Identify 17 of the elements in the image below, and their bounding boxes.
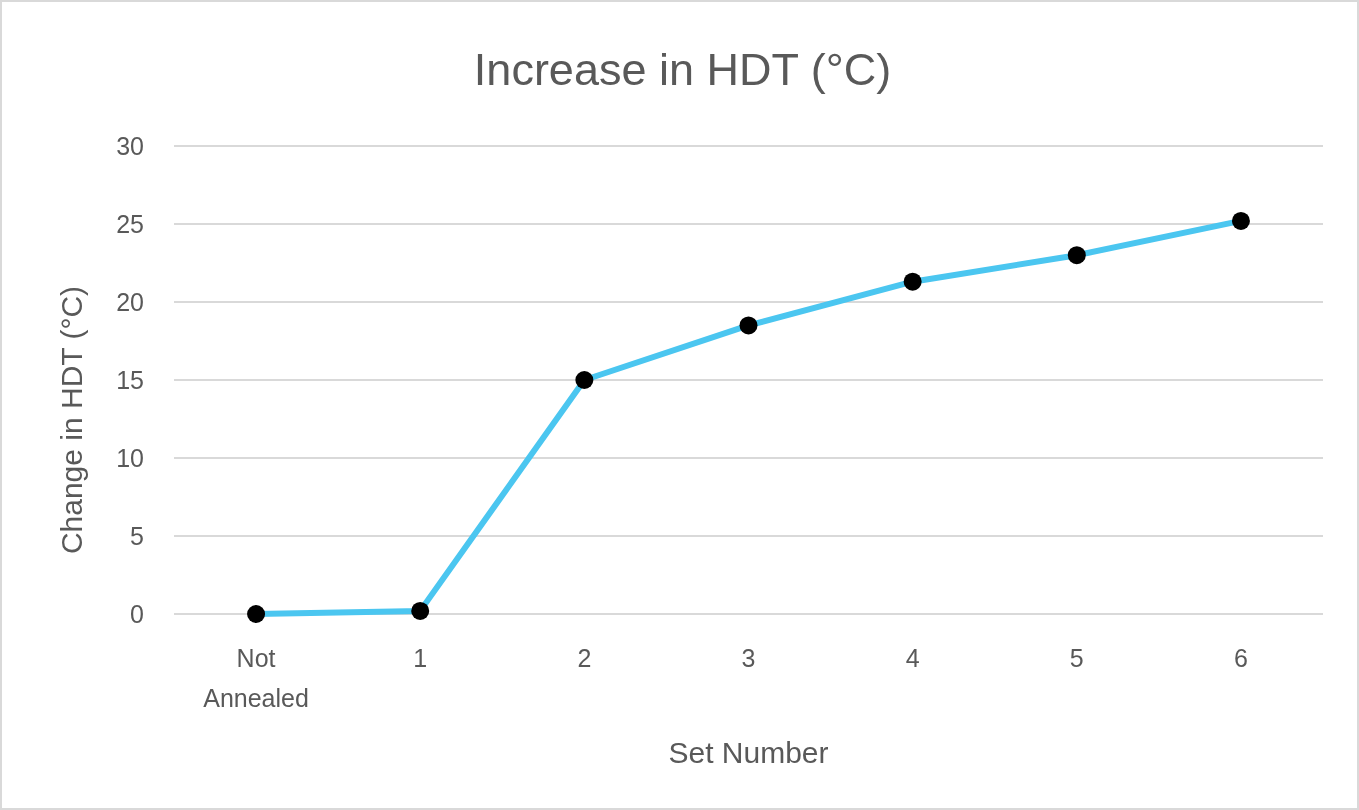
x-tick-label: Not Annealed: [203, 644, 309, 712]
y-tick-label: 0: [130, 599, 144, 628]
x-tick-label: 3: [741, 644, 756, 672]
y-tick-label: 30: [116, 131, 144, 160]
x-tick-label: 2: [577, 644, 592, 672]
y-tick-label: 10: [116, 443, 144, 472]
x-axis-title: Set Number: [668, 736, 829, 769]
x-tick-label: 1: [413, 644, 428, 672]
x-tick-label: 5: [1069, 644, 1084, 672]
y-tick-label: 20: [116, 287, 144, 316]
y-tick-label: 15: [116, 365, 144, 394]
x-tick-label: 6: [1233, 644, 1248, 672]
y-axis-title: Change in HDT (°C): [55, 285, 88, 555]
y-tick-label: 25: [116, 209, 144, 238]
y-tick-label: 5: [130, 521, 144, 550]
chart-title: Increase in HDT (°C): [473, 44, 892, 95]
x-tick-label: 4: [905, 644, 920, 672]
